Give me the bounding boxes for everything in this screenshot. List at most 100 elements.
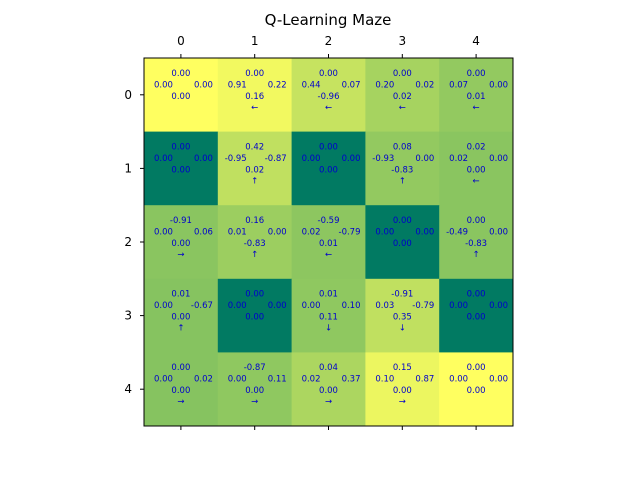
cell-annotations: 0.000.00 0.000.000.000.91 0.220.16←0.000.4… — [154, 69, 508, 407]
q-up-label: -0.87 — [244, 363, 266, 373]
q-up-label: 0.42 — [245, 142, 264, 152]
q-up-label: 0.00 — [171, 363, 190, 373]
policy-arrow-icon: ↑ — [399, 176, 406, 186]
maze-cell — [291, 205, 366, 280]
q-left-label: 0.20 — [375, 80, 394, 90]
q-down-label: 0.00 — [467, 165, 486, 175]
maze-cell — [144, 205, 219, 280]
q-left-label: 0.00 — [375, 228, 394, 238]
q-right-label: 0.10 — [342, 301, 361, 311]
q-right-label: -0.67 — [191, 301, 213, 311]
maze-cell — [439, 131, 514, 206]
wall-cell — [439, 278, 514, 353]
q-left-label: 0.00 — [154, 228, 173, 238]
maze-cell — [217, 58, 293, 133]
policy-arrow-icon: ← — [325, 103, 332, 113]
q-right-label: 0.00 — [489, 154, 508, 164]
q-right-label: 0.00 — [489, 301, 508, 311]
q-right-label: 0.02 — [415, 80, 434, 90]
q-right-label: 0.00 — [194, 80, 213, 90]
q-left-label: -0.93 — [372, 154, 394, 164]
q-left-label: 0.00 — [154, 154, 173, 164]
q-right-label: -0.79 — [339, 228, 361, 238]
q-up-label: 0.00 — [467, 69, 486, 79]
policy-arrow-icon: ← — [325, 250, 332, 260]
q-left-label: 0.00 — [302, 154, 321, 164]
policy-arrow-icon: ← — [473, 103, 480, 113]
q-left-label: 0.44 — [302, 80, 321, 90]
q-right-label: 0.00 — [268, 228, 287, 238]
q-down-label: 0.00 — [245, 313, 264, 323]
q-left-label: 0.00 — [154, 301, 173, 311]
q-right-label: 0.00 — [489, 80, 508, 90]
q-left-label: 0.02 — [302, 228, 321, 238]
maze-cell — [217, 205, 293, 280]
policy-arrow-icon: → — [177, 250, 184, 260]
q-down-label: 0.00 — [245, 386, 264, 396]
q-up-label: 0.16 — [245, 216, 264, 226]
q-right-label: 0.00 — [489, 228, 508, 238]
q-left-label: 0.07 — [449, 80, 468, 90]
policy-arrow-icon: ↓ — [325, 324, 332, 334]
q-down-label: 0.00 — [171, 313, 190, 323]
policy-arrow-icon: ↑ — [251, 250, 258, 260]
y-tick-label: 2 — [124, 235, 132, 249]
policy-arrow-icon: → — [399, 397, 406, 407]
policy-arrow-icon: → — [177, 397, 184, 407]
q-up-label: 0.00 — [319, 69, 338, 79]
x-tick-label: 2 — [325, 34, 333, 48]
x-tick-label: 1 — [251, 34, 259, 48]
q-down-label: 0.00 — [171, 165, 190, 175]
q-left-label: 0.00 — [228, 375, 247, 385]
q-right-label: 0.37 — [342, 375, 361, 385]
maze-cell — [217, 352, 293, 427]
wall-cell — [291, 131, 366, 206]
q-right-label: 0.07 — [342, 80, 361, 90]
maze-cell — [365, 131, 440, 206]
wall-cell — [365, 205, 440, 280]
q-left-label: -0.95 — [225, 154, 247, 164]
q-left-label: 0.00 — [154, 80, 173, 90]
q-down-label: 0.00 — [467, 313, 486, 323]
q-down-label: 0.35 — [393, 313, 412, 323]
q-down-label: 0.01 — [467, 92, 486, 102]
q-right-label: 0.06 — [194, 228, 213, 238]
q-up-label: -0.91 — [170, 216, 192, 226]
q-down-label: 0.00 — [171, 386, 190, 396]
chart-title: Q-Learning Maze — [265, 11, 392, 29]
q-right-label: 0.00 — [194, 154, 213, 164]
q-up-label: -0.59 — [318, 216, 340, 226]
q-up-label: 0.08 — [393, 142, 412, 152]
q-left-label: 0.00 — [449, 375, 468, 385]
maze-cell — [439, 352, 514, 427]
q-right-label: -0.79 — [412, 301, 434, 311]
q-right-label: 0.22 — [268, 80, 287, 90]
maze-cell — [217, 131, 293, 206]
q-left-label: 0.00 — [449, 301, 468, 311]
q-up-label: 0.01 — [319, 290, 338, 300]
q-right-label: 0.00 — [415, 154, 434, 164]
q-left-label: 0.00 — [154, 375, 173, 385]
q-right-label: 0.02 — [194, 375, 213, 385]
x-tick-label: 4 — [472, 34, 480, 48]
maze-cell — [439, 58, 514, 133]
q-up-label: 0.02 — [467, 142, 486, 152]
maze-cell — [365, 58, 440, 133]
y-tick-label: 3 — [124, 309, 132, 323]
q-down-label: 0.02 — [393, 92, 412, 102]
maze-cell — [291, 352, 366, 427]
policy-arrow-icon: ↑ — [251, 176, 258, 186]
q-up-label: 0.00 — [319, 142, 338, 152]
q-up-label: 0.00 — [393, 216, 412, 226]
policy-arrow-icon: ← — [399, 103, 406, 113]
q-up-label: -0.91 — [391, 290, 413, 300]
y-tick-label: 0 — [124, 88, 132, 102]
axis-ticks: 0 1 2 3 4 0 1 2 3 4 — [124, 34, 480, 430]
q-up-label: 0.00 — [393, 69, 412, 79]
q-left-label: -0.49 — [446, 228, 468, 238]
q-down-label: 0.00 — [171, 239, 190, 249]
q-down-label: 0.00 — [393, 239, 412, 249]
maze-cell — [144, 58, 219, 133]
q-left-label: 0.01 — [228, 228, 247, 238]
q-right-label: 0.87 — [415, 375, 434, 385]
